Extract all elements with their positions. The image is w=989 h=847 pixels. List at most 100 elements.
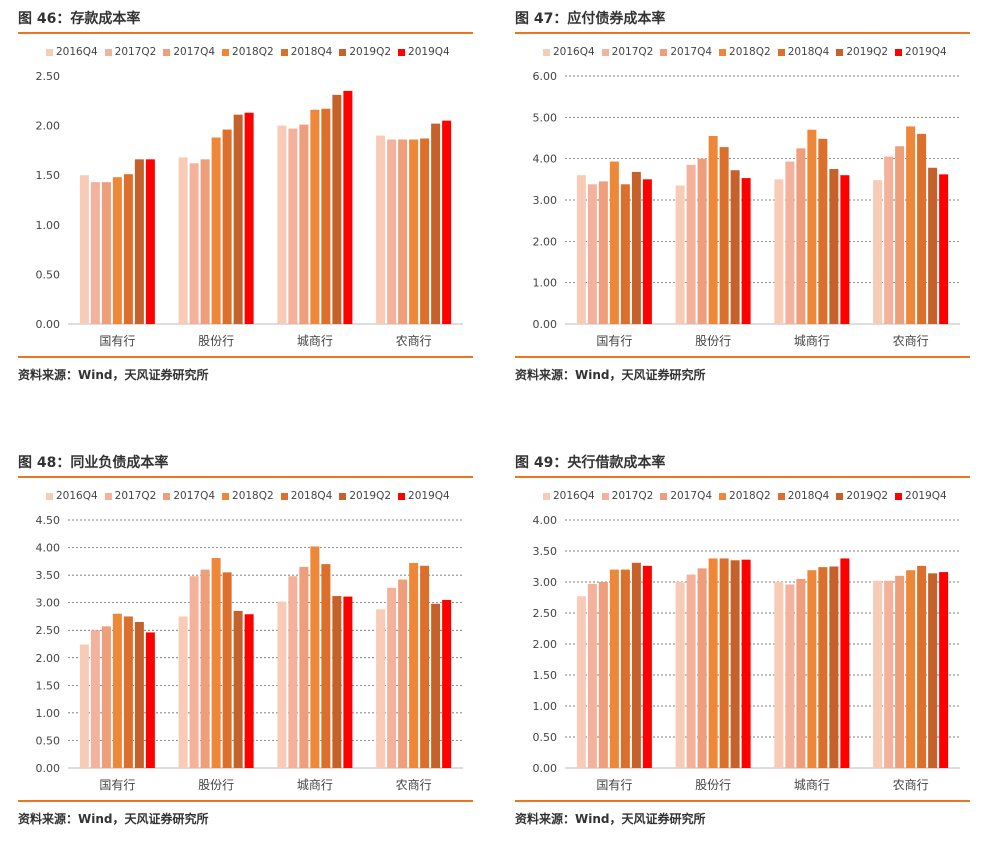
y-tick-label: 1.00 [533,277,558,290]
legend-swatch [660,48,668,56]
bar [796,148,806,324]
bar [79,175,89,324]
legend-item: 2019Q4 [398,46,450,58]
bar [200,159,210,324]
y-tick-label: 3.00 [36,597,61,610]
legend-item: 2017Q4 [660,46,712,58]
bar [642,179,652,324]
legend-swatch [543,48,550,56]
x-category-label: 农商行 [396,333,432,348]
y-tick-label: 3.00 [533,194,558,207]
bar [101,182,111,324]
y-tick-label: 0.50 [36,734,61,747]
y-tick-label: 0.00 [36,318,61,331]
legend-label: 2016Q4 [56,46,98,58]
legend-swatch [280,48,288,56]
legend-swatch [777,48,785,56]
bar [928,573,938,768]
bar [686,574,696,768]
chart-panel-deposit-cost: 图 46：存款成本率 2016Q4 2017Q2 2017Q4 2018Q2 2018Q… [18,8,473,403]
bar [409,139,419,324]
legend-label: 2018Q4 [290,490,333,502]
bar [233,610,243,768]
footer-divider [515,356,970,358]
bar [631,562,641,768]
bar [277,601,287,768]
bar [719,147,729,324]
bar [697,568,707,768]
y-tick-label: 1.50 [533,669,558,682]
y-tick-label: 2.50 [36,624,61,637]
bar [741,178,751,324]
legend-label: 2019Q2 [349,490,392,502]
bar [145,159,155,324]
bar [101,626,111,768]
bar [387,587,397,768]
bar [719,558,729,768]
bar [730,170,740,324]
y-tick-label: 2.50 [36,70,61,83]
bar [189,163,199,324]
legend-item: 2018Q2 [222,490,274,502]
legend-item: 2019Q2 [339,46,391,58]
title-divider [515,476,970,478]
bar [343,90,353,324]
y-tick-label: 1.50 [36,169,61,182]
bar [697,158,707,324]
legend-item: 2017Q4 [163,46,215,58]
x-category-label: 国有行 [99,778,135,792]
legend-label: 2019Q4 [408,490,450,502]
bar [244,614,254,768]
legend-item: 2017Q2 [601,490,654,502]
bar [79,644,89,768]
legend-swatch [339,492,347,500]
chart-panel-central-bank-borrowing-cost: 图 49：央行借款成本率 2016Q4 2017Q2 2017Q4 2018Q2 201… [515,452,970,847]
bar [299,566,309,768]
source-note: 资料来源：Wind，天风证券研究所 [515,368,706,382]
legend-swatch [222,492,230,500]
panel-title: 图 48：同业负债成本率 [18,455,169,471]
legend-label: 2018Q2 [232,490,274,502]
bar-chart-svg: 0.00 0.50 1.00 1.50 2.00 2.50 国有行 股份行 城商行 农商行 [36,70,463,348]
y-tick-label: 1.00 [36,219,61,232]
legend-swatch [280,492,288,500]
legend-label: 2018Q2 [232,46,274,58]
bar [741,559,751,768]
y-tick-label: 1.50 [36,679,61,692]
legend-item: 2019Q2 [836,490,888,502]
bar [321,564,331,768]
bar [576,596,586,768]
legend-swatch [163,48,171,56]
legend-label: 2017Q2 [611,490,654,502]
legend-swatch [777,492,785,500]
y-tick-label: 0.00 [533,318,558,331]
x-category-label: 股份行 [198,334,234,348]
bar [134,621,144,768]
legend-label: 2018Q4 [787,490,830,502]
bar [343,596,353,768]
legend-swatch [104,48,112,56]
bar [90,182,100,324]
bar [576,175,586,324]
legend-item: 2016Q4 [46,490,98,502]
bar [708,135,718,324]
bar [884,156,894,324]
source-note: 资料来源：Wind，天风证券研究所 [18,812,209,826]
y-tick-label: 0.50 [36,268,61,281]
legend-item: 2016Q4 [543,490,595,502]
y-tick-label: 6.00 [533,70,558,83]
y-tick-label: 0.50 [533,731,558,744]
legend-item: 2019Q2 [339,490,391,502]
legend-swatch [836,48,844,56]
legend-swatch [222,48,230,56]
legend-item: 2018Q2 [719,46,771,58]
x-category-label: 股份行 [695,334,731,348]
legend-label: 2018Q4 [787,46,830,58]
bar [730,560,740,768]
legend-label: 2019Q2 [846,490,889,502]
legend-label: 2017Q4 [670,46,713,58]
bar [178,616,188,768]
legend-swatch [46,492,53,500]
legend-item: 2016Q4 [46,46,98,58]
legend-item: 2019Q4 [398,490,450,502]
